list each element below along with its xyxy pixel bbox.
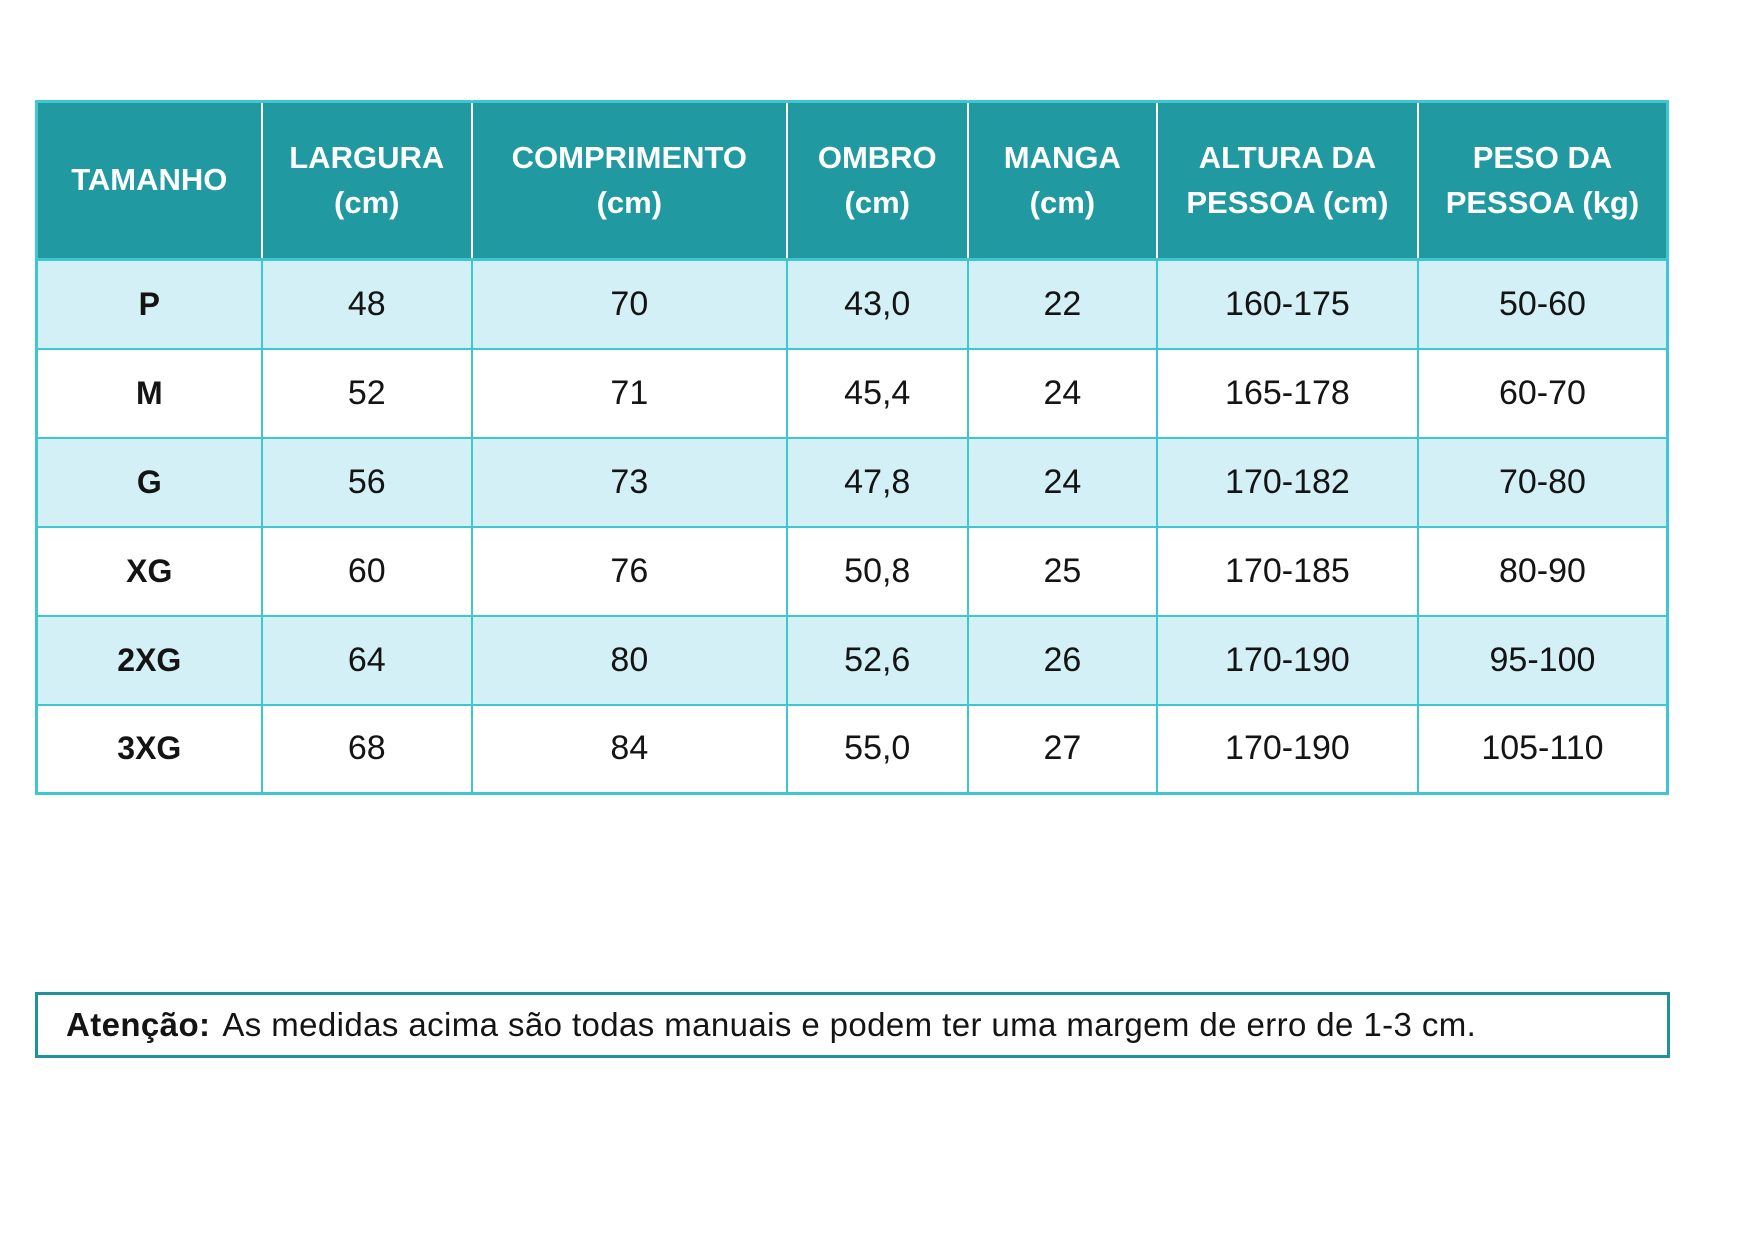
cell-largura: 56 xyxy=(260,436,473,528)
cell-size: 3XG xyxy=(35,703,263,795)
cell-size: G xyxy=(35,436,263,528)
cell-size: P xyxy=(35,258,263,350)
attention-note-text: As medidas acima são todas manuais e pod… xyxy=(222,1006,1477,1043)
cell-ombro: 52,6 xyxy=(785,614,969,706)
cell-peso: 80-90 xyxy=(1416,525,1669,617)
table-row-p: P 48 70 43,0 22 160-175 50-60 xyxy=(35,258,1669,350)
table-row-3xg: 3XG 68 84 55,0 27 170-190 105-110 xyxy=(35,703,1669,795)
cell-manga: 26 xyxy=(966,614,1158,706)
cell-altura: 165-178 xyxy=(1155,347,1419,439)
column-header-peso: PESO DA PESSOA (kg) xyxy=(1416,101,1668,261)
cell-size: M xyxy=(35,347,263,439)
cell-comprimento: 71 xyxy=(470,347,788,439)
cell-comprimento: 73 xyxy=(470,436,788,528)
cell-manga: 27 xyxy=(966,703,1158,795)
cell-comprimento: 84 xyxy=(470,703,788,795)
cell-largura: 64 xyxy=(260,614,473,706)
cell-altura: 170-182 xyxy=(1155,436,1419,528)
column-header-comprimento: COMPRIMENTO (cm) xyxy=(470,101,787,261)
table-row-m: M 52 71 45,4 24 165-178 60-70 xyxy=(35,347,1669,439)
column-header-altura: ALTURA DA PESSOA (cm) xyxy=(1155,101,1418,261)
cell-comprimento: 80 xyxy=(470,614,788,706)
cell-altura: 170-190 xyxy=(1155,614,1419,706)
header-row: TAMANHO LARGURA (cm) COMPRIMENTO (cm) OM… xyxy=(36,101,1668,261)
cell-peso: 95-100 xyxy=(1416,614,1669,706)
cell-size: 2XG xyxy=(35,614,263,706)
cell-peso: 60-70 xyxy=(1416,347,1669,439)
column-header-tamanho: TAMANHO xyxy=(36,101,262,261)
cell-ombro: 45,4 xyxy=(785,347,969,439)
column-header-ombro: OMBRO (cm) xyxy=(785,101,968,261)
size-chart-table: TAMANHO LARGURA (cm) COMPRIMENTO (cm) OM… xyxy=(35,100,1669,795)
cell-ombro: 55,0 xyxy=(785,703,969,795)
table-row-g: G 56 73 47,8 24 170-182 70-80 xyxy=(35,436,1669,528)
cell-altura: 170-190 xyxy=(1155,703,1419,795)
column-header-largura: LARGURA (cm) xyxy=(260,101,472,261)
attention-note-box: Atenção: As medidas acima são todas manu… xyxy=(35,992,1670,1058)
cell-peso: 105-110 xyxy=(1416,703,1669,795)
cell-largura: 60 xyxy=(260,525,473,617)
cell-comprimento: 76 xyxy=(470,525,788,617)
cell-largura: 52 xyxy=(260,347,473,439)
cell-ombro: 47,8 xyxy=(785,436,969,528)
cell-largura: 68 xyxy=(260,703,473,795)
attention-note-label: Atenção: xyxy=(66,1006,211,1043)
cell-manga: 24 xyxy=(966,436,1158,528)
cell-manga: 25 xyxy=(966,525,1158,617)
table-row-xg: XG 60 76 50,8 25 170-185 80-90 xyxy=(35,525,1669,617)
cell-size: XG xyxy=(35,525,263,617)
table-row-2xg: 2XG 64 80 52,6 26 170-190 95-100 xyxy=(35,614,1669,706)
cell-ombro: 43,0 xyxy=(785,258,969,350)
cell-altura: 170-185 xyxy=(1155,525,1419,617)
cell-ombro: 50,8 xyxy=(785,525,969,617)
cell-altura: 160-175 xyxy=(1155,258,1419,350)
cell-manga: 22 xyxy=(966,258,1158,350)
cell-peso: 50-60 xyxy=(1416,258,1669,350)
cell-comprimento: 70 xyxy=(470,258,788,350)
cell-manga: 24 xyxy=(966,347,1158,439)
cell-largura: 48 xyxy=(260,258,473,350)
column-header-manga: MANGA (cm) xyxy=(966,101,1157,261)
cell-peso: 70-80 xyxy=(1416,436,1669,528)
